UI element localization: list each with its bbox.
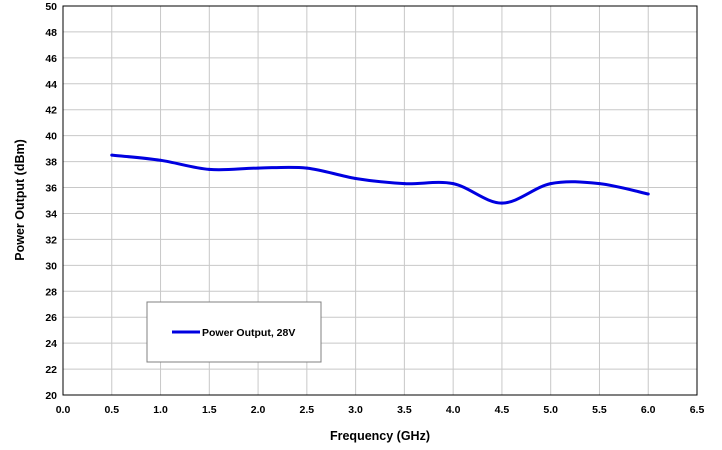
data-point: [207, 167, 211, 171]
series: [110, 153, 650, 205]
x-tick-label: 6.0: [641, 404, 656, 416]
data-point: [597, 182, 601, 186]
data-point: [305, 166, 309, 170]
data-point: [354, 176, 358, 180]
y-tick-label: 46: [45, 53, 57, 65]
x-tick-label: 3.5: [397, 404, 412, 416]
data-point: [402, 182, 406, 186]
y-axis-title: Power Output (dBm): [13, 139, 27, 261]
x-tick-label: 4.0: [446, 404, 461, 416]
y-tick-label: 32: [45, 234, 57, 246]
series-line: [111, 153, 649, 205]
y-tick-label: 48: [45, 27, 57, 39]
tick-labels: 0.0 0.5 1.0 1.5 2.0 2.5 3.0 3.5 4.0 4.5 5.0 5.5 6.0 6…: [45, 1, 704, 416]
y-tick-label: 24: [45, 338, 57, 350]
x-tick-label: 6.5: [690, 404, 705, 416]
y-tick-label: 44: [45, 79, 57, 91]
y-tick-label: 40: [45, 131, 57, 143]
y-tick-label: 20: [45, 390, 57, 402]
x-tick-label: 3.0: [348, 404, 363, 416]
x-tick-label: 4.5: [495, 404, 510, 416]
y-tick-label: 28: [45, 286, 57, 298]
plot-border: [62, 5, 698, 396]
data-point: [451, 182, 455, 186]
y-tick-label: 26: [45, 312, 57, 324]
x-tick-label: 5.5: [592, 404, 607, 416]
y-tick-label: 42: [45, 105, 57, 117]
x-tick-label: 0.5: [104, 404, 119, 416]
x-tick-label: 2.5: [300, 404, 315, 416]
data-point: [549, 182, 553, 186]
x-tick-label: 1.0: [153, 404, 168, 416]
legend-label: Power Output, 28V: [202, 327, 295, 339]
x-axis-title: Frequency (GHz): [330, 429, 430, 443]
data-point: [159, 158, 163, 162]
grid: [63, 6, 697, 395]
y-tick-label: 34: [45, 208, 57, 220]
x-tick-label: 1.5: [202, 404, 217, 416]
y-tick-label: 50: [45, 1, 57, 13]
y-tick-label: 22: [45, 364, 57, 376]
y-tick-label: 30: [45, 260, 57, 272]
data-point: [500, 201, 504, 205]
y-tick-label: 36: [45, 183, 57, 195]
data-point: [646, 192, 650, 196]
data-point: [256, 166, 260, 170]
data-point: [110, 153, 114, 157]
y-tick-label: 38: [45, 157, 57, 169]
legend: Power Output, 28V: [146, 301, 322, 363]
x-tick-label: 2.0: [251, 404, 266, 416]
x-tick-label: 0.0: [56, 404, 71, 416]
x-tick-label: 5.0: [543, 404, 558, 416]
